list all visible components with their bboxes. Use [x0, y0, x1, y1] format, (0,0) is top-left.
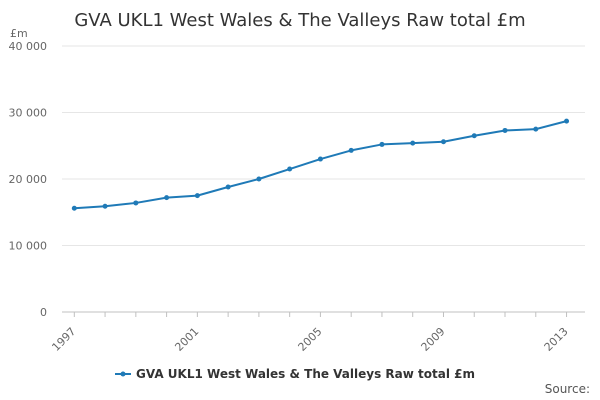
y-axis-unit: £m	[10, 27, 28, 40]
legend-label: GVA UKL1 West Wales & The Valleys Raw to…	[136, 367, 475, 381]
y-tick-label: 30 000	[9, 107, 48, 120]
data-point[interactable]	[225, 184, 231, 190]
y-tick-label: 20 000	[9, 173, 48, 186]
series-line	[73, 120, 568, 210]
chart-title: GVA UKL1 West Wales & The Valleys Raw to…	[74, 10, 525, 31]
data-point[interactable]	[133, 200, 139, 206]
data-point[interactable]	[71, 205, 77, 211]
x-tick-label: 2001	[172, 325, 201, 354]
y-tick-label: 10 000	[9, 240, 48, 253]
x-tick-label: 2005	[296, 325, 325, 354]
data-point[interactable]	[164, 195, 170, 201]
x-tick-label: 2013	[542, 325, 571, 354]
data-point[interactable]	[194, 193, 200, 199]
data-point[interactable]	[533, 126, 539, 132]
data-point[interactable]	[410, 140, 416, 146]
y-tick-label: 0	[40, 306, 47, 319]
x-axis: 1997 2001 2005 2009 2013	[49, 311, 585, 354]
data-point[interactable]	[256, 176, 262, 182]
data-point[interactable]	[102, 203, 108, 209]
data-point[interactable]	[502, 127, 508, 133]
source-label: Source:	[545, 382, 590, 396]
gridlines	[62, 45, 585, 313]
series-layer	[71, 118, 570, 211]
data-point[interactable]	[440, 139, 446, 145]
y-tick-label: 40 000	[9, 40, 48, 53]
data-point[interactable]	[287, 166, 293, 172]
x-tick-label: 2009	[419, 325, 448, 354]
legend-marker	[120, 371, 126, 377]
data-point[interactable]	[564, 118, 570, 124]
data-point[interactable]	[379, 141, 385, 147]
data-point[interactable]	[348, 147, 354, 153]
x-tick-label: 1997	[49, 325, 78, 354]
y-axis-ticks: 0 10 000 20 000 30 000 40 000	[9, 40, 48, 319]
legend[interactable]: GVA UKL1 West Wales & The Valleys Raw to…	[115, 367, 475, 381]
data-point[interactable]	[317, 156, 323, 162]
data-point[interactable]	[471, 133, 477, 139]
